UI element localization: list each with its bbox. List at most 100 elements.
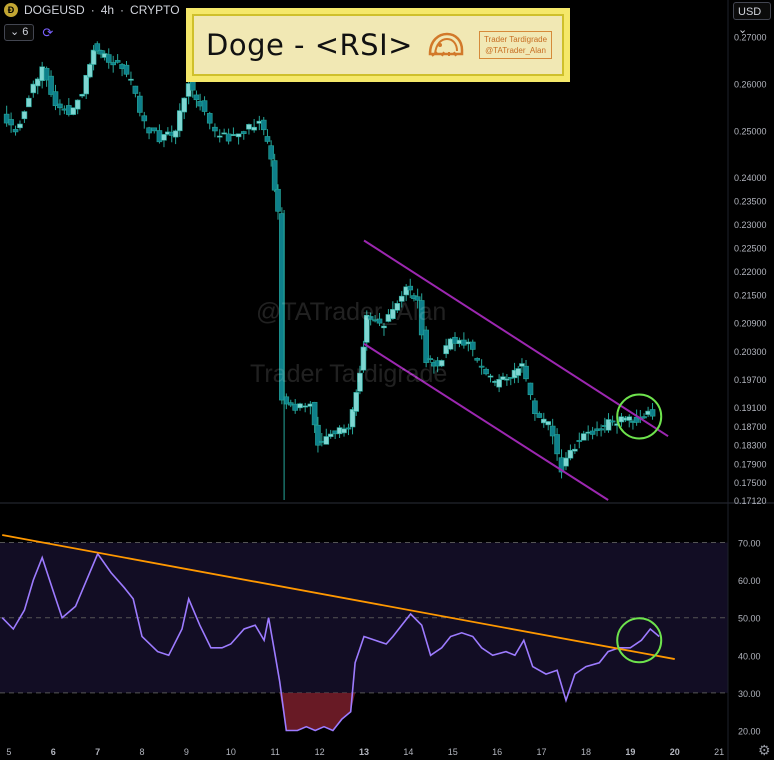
channel-lower-line <box>363 342 609 501</box>
watermark-brand: Trader Tardigrade <box>250 360 448 388</box>
collapse-button[interactable]: ⌄ 6 <box>4 24 35 41</box>
candle-body <box>527 382 534 396</box>
candles <box>3 41 656 500</box>
candle-body <box>110 62 116 66</box>
candle-body <box>292 403 298 411</box>
rsi-trendline <box>2 534 675 660</box>
candle-body <box>540 418 547 424</box>
axes: 0.27000 0.26000 0.25000 0.24000 0.23500 0.230… <box>6 0 767 760</box>
candle-body <box>589 430 596 435</box>
candle-body <box>311 401 318 426</box>
candle-body <box>225 133 232 142</box>
candle-body <box>264 136 271 142</box>
candle-body <box>649 409 656 417</box>
candle-body <box>500 376 506 381</box>
candle-body <box>172 130 179 138</box>
candle-body <box>554 434 560 455</box>
candle-body <box>598 428 604 431</box>
candle-body <box>240 131 247 134</box>
tardigrade-logo <box>428 32 464 57</box>
candle-body <box>251 126 257 131</box>
x-tick-label: 8 <box>140 747 145 757</box>
brand-handle: @TATrader_Alan <box>485 46 546 55</box>
chevron-down-icon: ⌄ <box>10 26 23 38</box>
candle-body <box>34 78 41 87</box>
candle-body <box>94 43 101 52</box>
candle-body <box>504 378 510 381</box>
candle-body <box>48 75 54 95</box>
candle-body <box>414 296 421 301</box>
x-tick-label: 19 <box>625 747 635 757</box>
candle-body <box>146 127 152 134</box>
candle-body <box>90 49 97 65</box>
candle-body <box>496 379 502 388</box>
candle-body <box>381 325 387 329</box>
candle-body <box>469 341 476 350</box>
x-tick-label: 6 <box>51 747 56 757</box>
candle-body <box>341 428 347 434</box>
rsi-line <box>1 552 660 732</box>
candle-body <box>87 64 93 78</box>
candle-body <box>443 345 449 355</box>
candle-body <box>74 99 81 110</box>
candle-body <box>70 107 77 115</box>
market-label: CRYPTO <box>130 3 180 17</box>
candle-body <box>123 64 130 75</box>
candle-body <box>403 286 409 296</box>
rsi-breakout-circle <box>616 617 663 664</box>
rsi-tick-label: 60.00 <box>738 576 761 586</box>
candle-body <box>360 346 367 371</box>
candle-body <box>532 400 538 414</box>
candle-body <box>79 94 85 97</box>
brand-name: Trader Tardigrade <box>483 35 548 44</box>
interval-label[interactable]: 4h <box>100 3 115 17</box>
price-tick-label: 0.17120 <box>734 496 767 506</box>
title-banner: Doge - <RSI> Trader Tardigrade @TATrader… <box>186 8 570 82</box>
x-tick-label: 15 <box>448 747 458 757</box>
price-tick-label: 0.24000 <box>734 173 767 183</box>
candle-body <box>21 111 28 120</box>
candle-body <box>17 123 23 129</box>
price-tick-label: 0.27000 <box>734 32 767 42</box>
candle-body <box>151 127 158 132</box>
separator-dot: · <box>90 3 95 17</box>
candle-body <box>545 421 552 426</box>
dogecoin-icon: Ð <box>4 3 18 17</box>
x-tick-label: 20 <box>670 747 680 757</box>
x-tick-label: 14 <box>403 747 413 757</box>
candle-body <box>363 314 370 343</box>
candle-body <box>576 440 583 442</box>
candle-body <box>483 368 489 375</box>
x-tick-label: 5 <box>6 747 11 757</box>
x-tick-label: 10 <box>226 747 236 757</box>
price-tick-label: 0.25000 <box>734 126 767 136</box>
candle-body <box>563 457 569 467</box>
symbol-name[interactable]: DOGEUSD <box>24 3 85 17</box>
candle-body <box>132 85 139 94</box>
price-tick-label: 0.18300 <box>734 441 767 451</box>
rsi-tick-label: 20.00 <box>738 726 761 736</box>
descending-channel <box>363 239 669 501</box>
price-tick-label: 0.17500 <box>734 478 767 488</box>
rsi-tick-label: 50.00 <box>738 614 761 624</box>
price-breakout-circle <box>616 393 663 440</box>
candle-body <box>327 433 334 437</box>
rsi-panel <box>1 534 675 732</box>
candle-body <box>216 135 223 138</box>
candle-body <box>83 74 89 95</box>
x-tick-label: 9 <box>184 747 189 757</box>
candle-body <box>26 97 32 108</box>
refresh-icon[interactable]: ⟳ <box>42 24 54 40</box>
highlight-circles <box>616 393 663 664</box>
gear-icon[interactable]: ⚙ <box>758 742 771 758</box>
currency-dropdown[interactable]: USD ⌄ <box>733 2 771 36</box>
candle-body <box>57 103 63 109</box>
price-tick-label: 0.22500 <box>734 244 767 254</box>
rsi-tick-label: 30.00 <box>738 689 761 699</box>
indicator-controls: ⌄ 6 ⟳ <box>4 24 53 41</box>
candle-body <box>580 433 587 441</box>
candle-body <box>176 110 183 132</box>
candle-body <box>271 160 278 191</box>
channel-upper-line <box>363 239 669 438</box>
